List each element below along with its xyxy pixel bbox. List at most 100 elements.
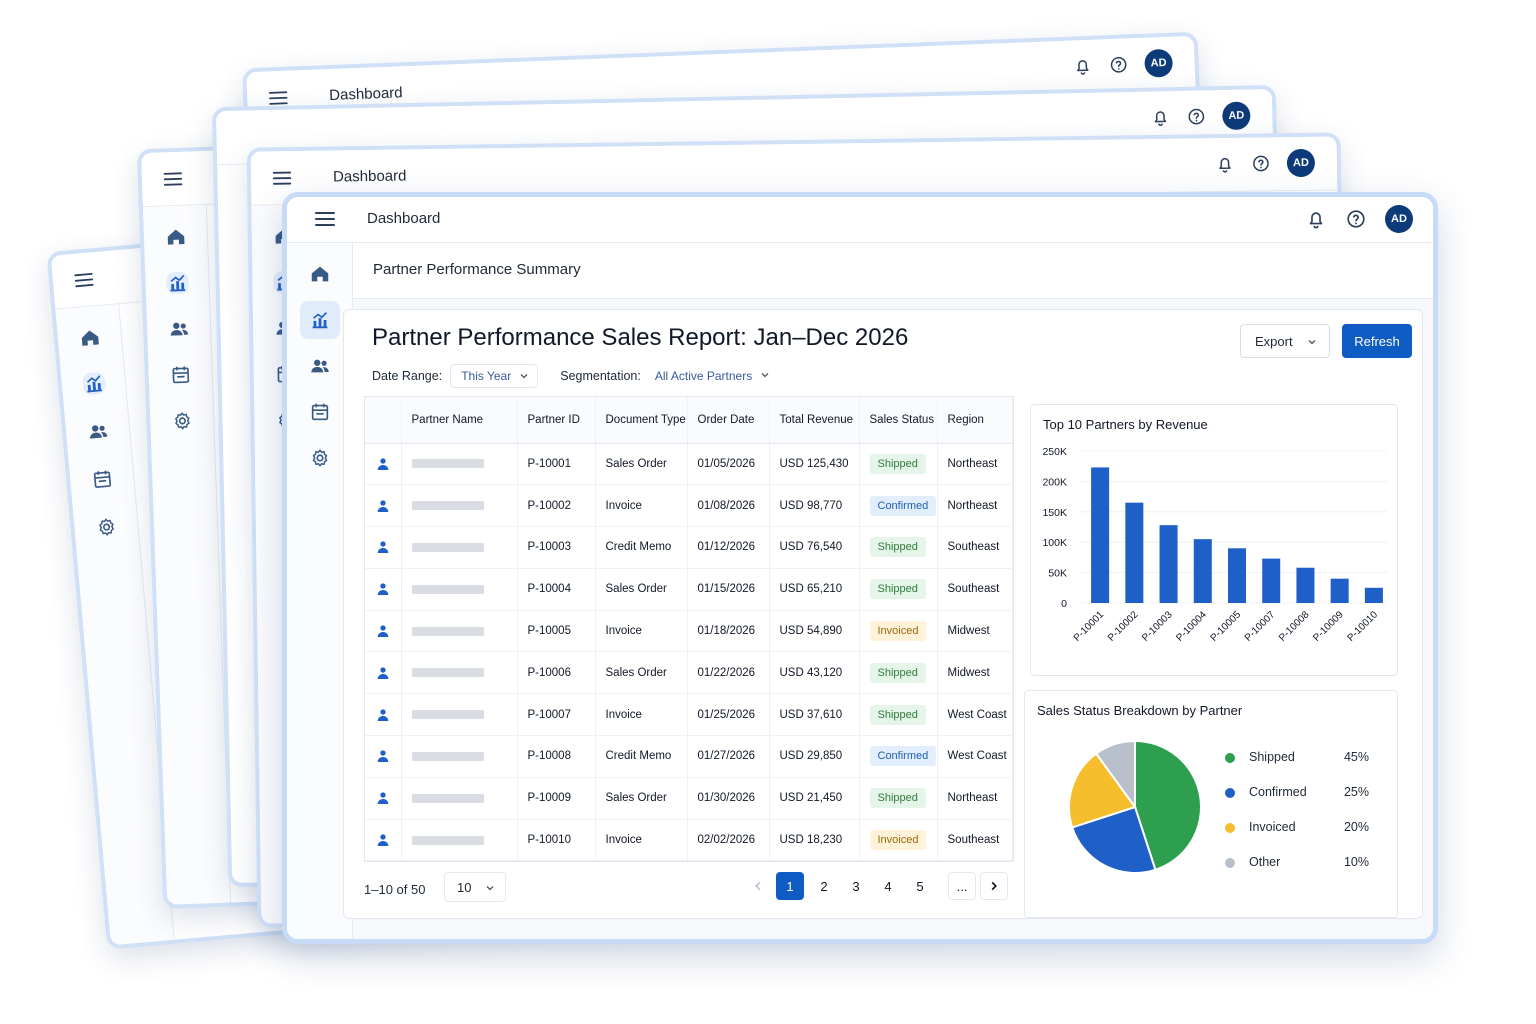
total-revenue-cell: USD 18,230	[769, 819, 860, 862]
chevron-left-icon	[752, 880, 764, 892]
legend-percent: 20%	[1343, 820, 1369, 834]
table-row[interactable]: P-10008 Credit Memo 01/27/2026 USD 29,850 Co…	[365, 735, 1013, 778]
total-revenue-cell: USD 29,850	[769, 735, 860, 778]
partner-name-cell	[401, 735, 518, 778]
analytics-icon	[81, 371, 106, 396]
bar[interactable]	[1125, 502, 1144, 603]
partner-id-cell: P-10003	[517, 526, 596, 569]
sidebar-item-users[interactable]	[300, 347, 340, 385]
sidebar-item-analytics[interactable]	[299, 301, 340, 339]
sales-status-cell: Confirmed	[859, 484, 938, 528]
page-button-4[interactable]: 4	[884, 878, 892, 894]
sidebar-item-calendar[interactable]	[300, 393, 340, 431]
avatar: AD	[1144, 48, 1174, 78]
y-tick-label: 200K	[1042, 476, 1067, 488]
users-icon	[167, 318, 190, 341]
bar[interactable]	[1364, 587, 1383, 603]
document-type-cell: Invoice	[595, 484, 688, 528]
person-icon	[375, 748, 391, 764]
y-tick-label: 100K	[1042, 537, 1067, 549]
partner-name-cell	[401, 443, 518, 486]
column-header-icon	[365, 397, 402, 444]
table-row[interactable]: P-10003 Credit Memo 01/12/2026 USD 76,540 Sh…	[365, 526, 1013, 569]
region-cell: Northeast	[937, 484, 1013, 528]
menu-icon[interactable]	[313, 207, 337, 231]
bar[interactable]	[1228, 548, 1246, 603]
more-pages-button[interactable]: ...	[948, 872, 976, 900]
person-icon	[375, 623, 391, 639]
bar[interactable]	[1296, 567, 1315, 603]
person-icon	[375, 539, 391, 555]
table-row[interactable]: P-10002 Invoice 01/08/2026 USD 98,770 Confir…	[365, 484, 1013, 528]
partner-name-cell	[401, 484, 518, 528]
table-row[interactable]: P-10007 Invoice 01/25/2026 USD 37,610 Shippe…	[365, 693, 1013, 737]
settings-icon	[94, 515, 118, 539]
help-icon	[1108, 54, 1129, 75]
table-row[interactable]: P-10001 Sales Order 01/05/2026 USD 125,430 S…	[365, 443, 1013, 486]
bell-icon	[1215, 154, 1235, 174]
page-size-value: 10	[457, 879, 472, 895]
status-badge: Shipped	[869, 662, 926, 683]
redacted-name-bar	[411, 584, 484, 594]
page-size-select[interactable]: 10	[444, 872, 506, 902]
bg-actions: AD	[1150, 101, 1251, 131]
page-button-1[interactable]: 1	[776, 872, 804, 900]
analytics-icon	[165, 271, 189, 295]
bell-icon[interactable]	[1305, 208, 1327, 230]
column-header-total-revenue[interactable]: Total Revenue	[769, 397, 860, 444]
x-tick-label: P-10009	[1311, 609, 1346, 644]
column-header-sales-status[interactable]: Sales Status	[859, 397, 938, 444]
page-button-2[interactable]: 2	[820, 878, 828, 894]
date-range-select[interactable]: This Year	[450, 364, 539, 388]
bar-chart-title: Top 10 Partners by Revenue	[1043, 417, 1208, 432]
next-page-button[interactable]	[980, 872, 1008, 900]
column-header-region[interactable]: Region	[937, 397, 1013, 444]
y-tick-label: 150K	[1042, 507, 1067, 519]
export-button[interactable]: Export	[1240, 324, 1330, 358]
bar[interactable]	[1193, 539, 1212, 603]
y-tick-label: 50K	[1048, 568, 1067, 580]
partner-id-cell: P-10001	[517, 443, 596, 486]
column-header-document-type[interactable]: Document Type	[595, 397, 688, 444]
bar[interactable]	[1330, 578, 1349, 603]
sidebar-item-home[interactable]	[300, 255, 340, 293]
column-header-order-date[interactable]: Order Date	[687, 397, 770, 444]
column-header-partner-id[interactable]: Partner ID	[517, 397, 596, 444]
pagination-summary: 1–10 of 50	[364, 882, 426, 897]
document-type-cell: Credit Memo	[595, 735, 688, 778]
partner-name-cell	[401, 819, 518, 862]
pie-slice-other[interactable]	[1094, 739, 1136, 811]
pie-slice-confirmed[interactable]	[1070, 805, 1157, 874]
refresh-button[interactable]: Refresh	[1342, 324, 1412, 358]
table-row[interactable]: P-10010 Invoice 02/02/2026 USD 18,230 Invoic…	[365, 819, 1013, 862]
legend-item: Invoiced 20%	[1225, 819, 1385, 854]
column-header-partner-name[interactable]: Partner Name	[401, 397, 518, 444]
person-icon	[375, 581, 391, 597]
pie-chart-title: Sales Status Breakdown by Partner	[1037, 703, 1243, 718]
sidebar-item-settings[interactable]	[300, 439, 340, 477]
table-row[interactable]: P-10004 Sales Order 01/15/2026 USD 65,210 Sh…	[365, 568, 1013, 611]
bar[interactable]	[1091, 467, 1110, 603]
region-cell: Southeast	[937, 819, 1013, 862]
page-button-5[interactable]: 5	[916, 878, 924, 894]
table-row[interactable]: P-10005 Invoice 01/18/2026 USD 54,890 Invoic…	[365, 610, 1013, 653]
bar[interactable]	[1262, 558, 1281, 603]
region-cell: Midwest	[937, 651, 1013, 695]
partner-icon-cell	[365, 610, 402, 653]
table-row[interactable]: P-10006 Sales Order 01/22/2026 USD 43,120 Sh…	[365, 651, 1013, 695]
home-icon	[78, 326, 102, 350]
legend-percent: 45%	[1343, 750, 1369, 764]
page-button-3[interactable]: 3	[852, 878, 860, 894]
pie-slice-invoiced[interactable]	[1068, 752, 1137, 829]
help-icon[interactable]	[1345, 208, 1367, 230]
partner-id-cell: P-10002	[517, 484, 596, 528]
avatar[interactable]: AD	[1385, 205, 1413, 233]
region-cell: Southeast	[937, 526, 1013, 569]
partner-id-cell: P-10004	[517, 568, 596, 611]
table-row[interactable]: P-10009 Sales Order 01/30/2026 USD 21,450 Sh…	[365, 777, 1013, 820]
prev-page-button[interactable]	[744, 872, 772, 900]
pie-slice-shipped[interactable]	[1134, 739, 1202, 872]
bar[interactable]	[1159, 525, 1178, 603]
segmentation-select[interactable]: All Active Partners	[648, 364, 779, 388]
total-revenue-cell: USD 54,890	[769, 610, 860, 653]
